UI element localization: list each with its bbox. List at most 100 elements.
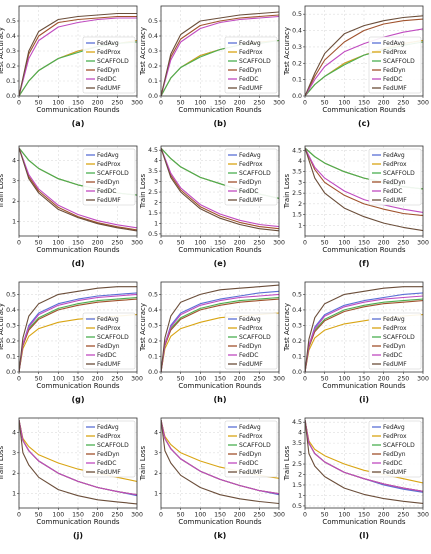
x-tick-label: 150 xyxy=(214,100,226,107)
legend-box xyxy=(82,36,136,94)
panel-caption: (c) xyxy=(358,119,370,128)
x-tick-label: 250 xyxy=(111,240,123,247)
panel-caption: (i) xyxy=(359,395,369,404)
legend: FedAvg FedProx SCAFFOLD FedDyn FedDC FedUMF xyxy=(368,312,422,370)
legend-label: SCAFFOLD xyxy=(97,442,129,449)
x-axis-label: Communication Rounds xyxy=(178,518,262,526)
x-tick-label: 50 xyxy=(177,376,185,383)
x-tick-label: 250 xyxy=(111,100,123,107)
x-axis-label: Communication Rounds xyxy=(322,382,406,390)
series-line-feddyn xyxy=(161,14,279,96)
x-tick-label: 0 xyxy=(17,240,21,247)
series-group xyxy=(305,419,423,504)
series-line-fedumf xyxy=(305,286,423,372)
series-line-feddc xyxy=(161,419,279,495)
y-tick-label: 0.5 xyxy=(292,11,302,18)
x-tick-label: 250 xyxy=(397,376,409,383)
y-tick-label: 0.5 xyxy=(292,291,302,298)
x-tick-label: 150 xyxy=(358,100,370,107)
legend: FedAvg FedProx SCAFFOLD FedDyn FedDC FedUMF xyxy=(368,36,422,94)
series-line-feddc xyxy=(161,147,279,228)
x-tick-label: 50 xyxy=(177,100,185,107)
y-axis-label: Train Loss xyxy=(139,173,147,209)
legend-label: FedUMF xyxy=(239,85,263,92)
x-tick-label: 250 xyxy=(111,376,123,383)
legend-label: FedDC xyxy=(383,460,402,467)
legend: FedAvg FedProx SCAFFOLD FedDyn FedDC FedUMF xyxy=(82,36,136,94)
y-tick-label: 0.4 xyxy=(148,33,158,40)
x-tick-label: 150 xyxy=(72,100,84,107)
series-line-feddyn xyxy=(19,298,137,372)
series-line-feddc xyxy=(305,28,423,96)
x-tick-label: 300 xyxy=(273,512,285,519)
legend-label: FedDyn xyxy=(383,343,406,350)
legend-label: FedAvg xyxy=(239,424,261,431)
legend-label: FedUMF xyxy=(383,469,407,476)
x-tick-label: 200 xyxy=(92,100,104,107)
x-tick-label: 200 xyxy=(92,376,104,383)
legend-label: FedUMF xyxy=(383,85,407,92)
y-tick-label: 1.5 xyxy=(292,212,302,219)
y-tick-label: 2 xyxy=(154,200,158,207)
series-line-feddc xyxy=(161,293,279,372)
legend-label: FedProx xyxy=(383,325,407,332)
y-tick-label: 0.5 xyxy=(6,291,16,298)
y-tick-label: 0.4 xyxy=(148,307,158,314)
y-tick-label: 0.3 xyxy=(6,48,16,55)
legend-box xyxy=(368,148,422,206)
panel-caption: (h) xyxy=(213,395,226,404)
series-line-fedumf xyxy=(161,284,279,372)
y-tick-label: 2 xyxy=(298,472,302,479)
series-line-feddc xyxy=(19,293,137,372)
panel-b: 0 50 100 150 200 250 300 0.0 0.1 0.2 0.3 0.4 0.5 Comm… xyxy=(139,5,285,128)
y-tick-label: 0.2 xyxy=(292,60,302,67)
y-tick-label: 2 xyxy=(298,201,302,208)
y-tick-label: 0.3 xyxy=(292,44,302,51)
legend-label: FedUMF xyxy=(383,197,407,204)
legend: FedAvg FedProx SCAFFOLD FedDyn FedDC FedUMF xyxy=(82,148,136,206)
x-tick-label: 0 xyxy=(17,100,21,107)
x-tick-label: 100 xyxy=(52,512,64,519)
legend-box xyxy=(82,420,136,478)
y-tick-label: 0.4 xyxy=(6,33,16,40)
legend-label: FedDyn xyxy=(97,179,120,186)
x-tick-label: 0 xyxy=(17,512,21,519)
x-tick-label: 200 xyxy=(234,376,246,383)
y-axis-label: Train Loss xyxy=(283,173,291,209)
legend-box xyxy=(82,148,136,206)
panel-caption: (d) xyxy=(71,259,84,268)
legend: FedAvg FedProx SCAFFOLD FedDyn FedDC FedUMF xyxy=(82,420,136,478)
legend-label: SCAFFOLD xyxy=(97,334,129,341)
x-tick-label: 250 xyxy=(397,100,409,107)
y-tick-label: 0.5 xyxy=(292,503,302,510)
legend-label: FedAvg xyxy=(97,40,119,47)
x-tick-label: 300 xyxy=(417,240,429,247)
series-line-feddyn xyxy=(161,147,279,230)
legend-label: SCAFFOLD xyxy=(239,442,271,449)
x-tick-label: 50 xyxy=(321,100,329,107)
x-tick-label: 100 xyxy=(52,376,64,383)
panel-a: 0 50 100 150 200 250 300 0.0 0.1 0.2 0.3 0.4 0.5 Comm… xyxy=(0,5,143,128)
x-tick-label: 250 xyxy=(397,512,409,519)
panel-j: 0 50 100 150 200 250 300 1 2 3 4 Communication Roun… xyxy=(0,417,143,540)
x-tick-label: 200 xyxy=(378,240,390,247)
legend-label: FedDC xyxy=(239,76,258,83)
legend-label: FedDyn xyxy=(97,451,120,458)
x-tick-label: 150 xyxy=(72,512,84,519)
legend-label: FedAvg xyxy=(97,316,119,323)
legend-label: FedDyn xyxy=(239,67,262,74)
x-tick-label: 150 xyxy=(72,376,84,383)
x-tick-label: 100 xyxy=(52,240,64,247)
legend: FedAvg FedProx SCAFFOLD FedDyn FedDC FedUMF xyxy=(82,312,136,370)
x-tick-label: 200 xyxy=(92,512,104,519)
x-axis-label: Communication Rounds xyxy=(36,106,120,114)
y-axis-label: Test Accuracy xyxy=(0,27,5,76)
series-line-feddc xyxy=(161,15,279,96)
series-line-feddc xyxy=(305,295,423,372)
legend-label: FedDyn xyxy=(383,179,406,186)
legend-label: FedDC xyxy=(383,352,402,359)
series-line-feddyn xyxy=(305,18,423,96)
y-tick-label: 0.4 xyxy=(6,307,16,314)
series-group xyxy=(305,286,423,372)
